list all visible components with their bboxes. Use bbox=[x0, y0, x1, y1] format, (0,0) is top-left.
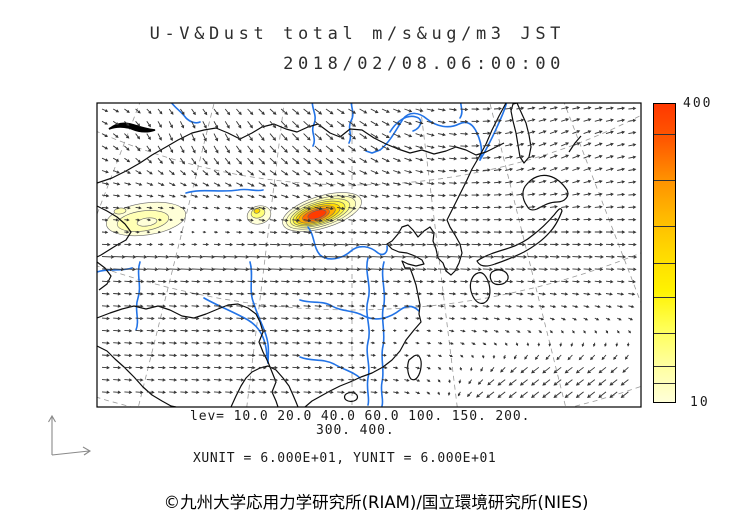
colorbar-level-tick bbox=[654, 297, 675, 299]
colorbar-level-tick bbox=[654, 382, 675, 384]
colorbar-level-tick bbox=[654, 366, 675, 368]
credit-line: ©九州大学応用力学研究所(RIAM)/国立環境研究所(NIES) bbox=[163, 493, 589, 512]
colorbar-min-label: 10 bbox=[690, 395, 710, 410]
title-line2: 2018/02/08.06:00:00 bbox=[283, 54, 565, 74]
colorbar bbox=[653, 103, 676, 403]
chart-title: U-V&Dust total m/s&ug/m3 JST 2018/02/08.… bbox=[97, 19, 565, 79]
contour-levels-label-2: 300. 400. bbox=[316, 423, 395, 438]
contour-levels-label: lev= 10.0 20.0 40.0 60.0 100. 150. 200. bbox=[190, 409, 531, 424]
colorbar-level-tick bbox=[654, 226, 675, 228]
colorbar-level-tick bbox=[654, 333, 675, 335]
rivers bbox=[97, 103, 508, 407]
title-line1: U-V&Dust total m/s&ug/m3 JST bbox=[149, 24, 565, 44]
map-frame bbox=[96, 102, 642, 408]
unit-scale-label: XUNIT = 6.000E+01, YUNIT = 6.000E+01 bbox=[193, 451, 497, 466]
coastlines bbox=[97, 103, 582, 407]
colorbar-max-label: 400 bbox=[683, 96, 713, 111]
wind-arrows bbox=[101, 106, 638, 398]
graticule bbox=[97, 103, 641, 407]
colorbar-level-tick bbox=[654, 262, 675, 264]
colorbar-level-tick bbox=[654, 179, 675, 181]
axis-arrows-icon bbox=[48, 414, 92, 456]
colorbar-level-tick bbox=[654, 133, 675, 135]
